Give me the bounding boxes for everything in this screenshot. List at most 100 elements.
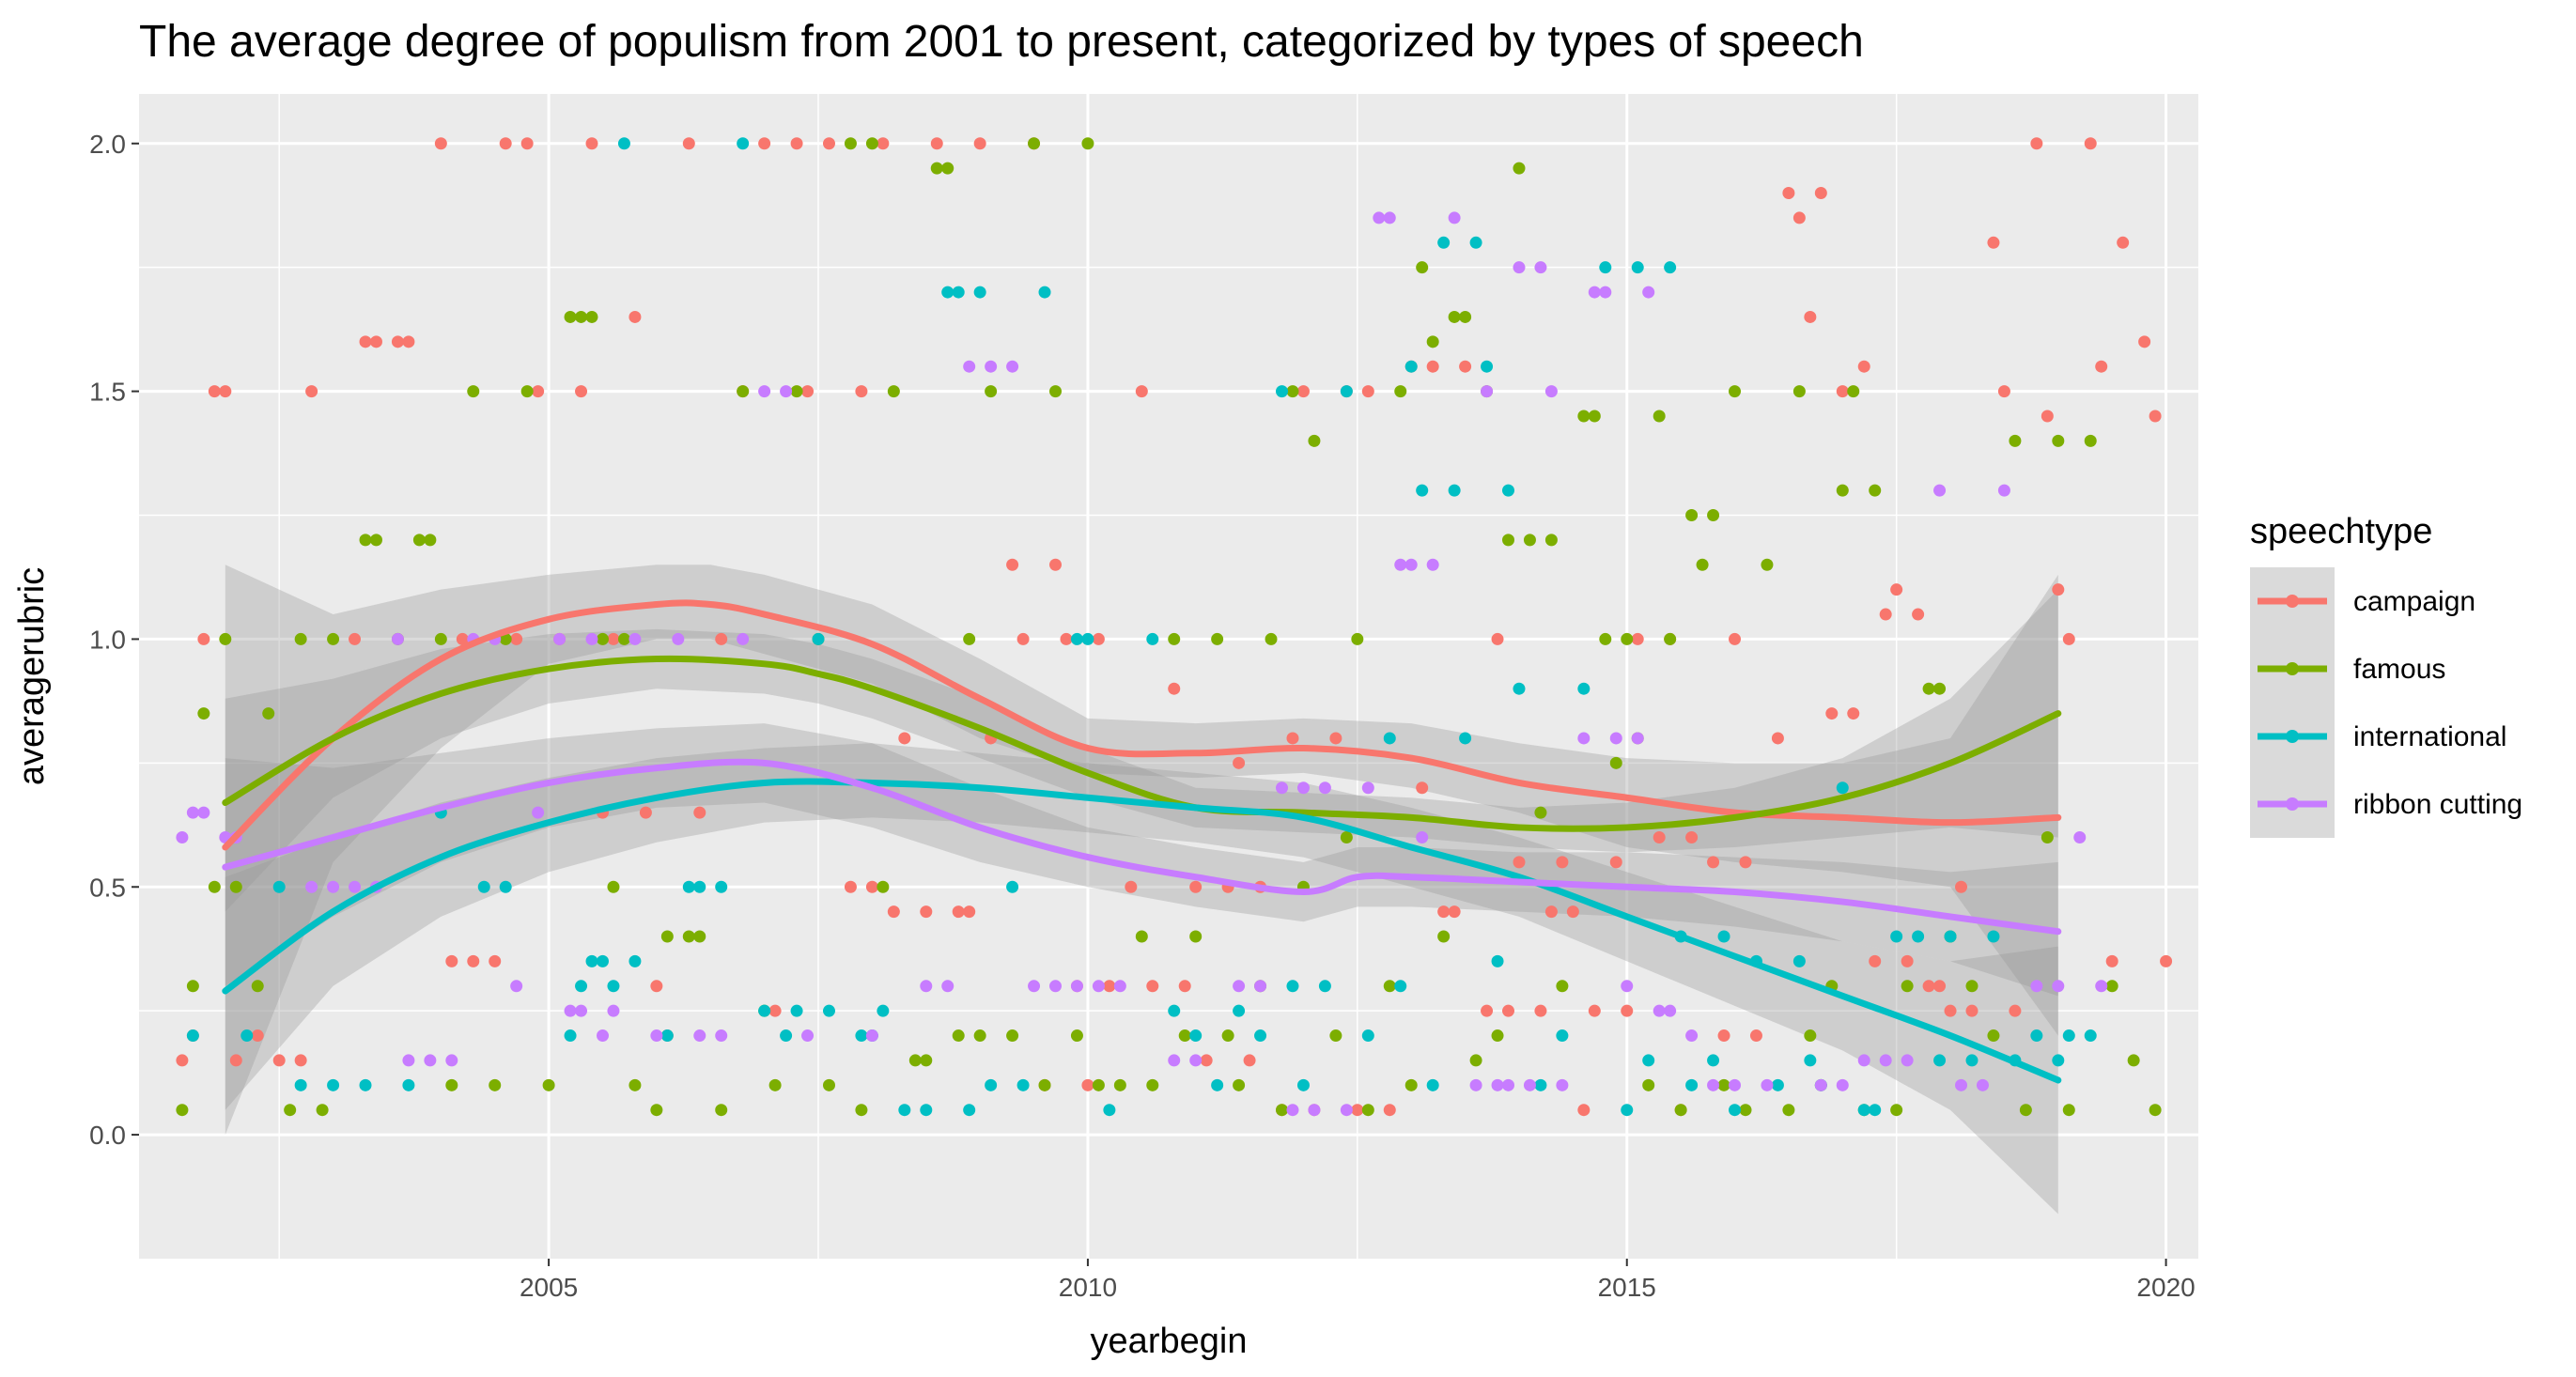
data-point-campaign xyxy=(1965,1004,1979,1017)
data-point-campaign xyxy=(930,137,943,150)
data-point-famous xyxy=(1178,1029,1191,1043)
confidence-band-campaign xyxy=(225,565,2058,1136)
data-point-ribbon-cutting xyxy=(1416,830,1429,843)
data-point-ribbon-cutting xyxy=(1534,261,1547,274)
x-tick-label: 2010 xyxy=(1059,1273,1117,1302)
data-point-ribbon-cutting xyxy=(715,1029,728,1043)
data-point-international xyxy=(780,1029,793,1043)
data-point-campaign xyxy=(607,632,620,645)
data-point-international xyxy=(973,286,986,299)
data-point-campaign xyxy=(1577,1104,1591,1117)
data-point-ribbon-cutting xyxy=(1621,980,1634,993)
y-axis-ticks: 0.0 0.5 1.0 1.5 2.0 xyxy=(89,130,139,1150)
data-point-ribbon-cutting xyxy=(1544,385,1558,398)
data-point-international xyxy=(272,880,286,893)
data-point-international xyxy=(1404,360,1418,373)
data-point-international xyxy=(1664,261,1677,274)
data-point-campaign xyxy=(1006,558,1019,571)
data-point-campaign xyxy=(920,905,933,919)
data-point-international xyxy=(585,954,598,967)
data-point-international xyxy=(1016,1078,1030,1091)
data-point-international xyxy=(822,1004,835,1017)
data-point-campaign xyxy=(510,632,523,645)
data-point-famous xyxy=(1340,830,1353,843)
data-point-campaign xyxy=(952,905,965,919)
data-point-international xyxy=(1426,1078,1439,1091)
data-point-famous xyxy=(1416,261,1429,274)
data-point-famous xyxy=(1329,1029,1342,1043)
data-point-international xyxy=(1006,880,1019,893)
data-point-campaign xyxy=(1944,1004,1957,1017)
y-axis-title: averagerubric xyxy=(12,567,52,785)
data-point-famous xyxy=(1599,632,1612,645)
data-point-international xyxy=(402,1078,415,1091)
x-tick-label: 2020 xyxy=(2136,1273,2195,1302)
data-point-campaign xyxy=(208,385,221,398)
data-point-famous xyxy=(1544,534,1558,547)
data-point-famous xyxy=(219,632,232,645)
data-point-ribbon-cutting xyxy=(865,1029,878,1043)
data-point-famous xyxy=(715,1104,728,1117)
data-point-famous xyxy=(1286,385,1299,398)
data-point-campaign xyxy=(887,905,900,919)
data-point-famous xyxy=(1070,1029,1083,1043)
data-point-ribbon-cutting xyxy=(1631,732,1644,745)
data-point-international xyxy=(898,1104,911,1117)
data-point-campaign xyxy=(1513,856,1526,869)
data-point-campaign xyxy=(1125,880,1138,893)
data-point-international xyxy=(1168,1004,1181,1017)
data-point-ribbon-cutting xyxy=(1513,261,1526,274)
data-point-ribbon-cutting xyxy=(1588,286,1601,299)
data-point-famous xyxy=(1642,1078,1655,1091)
data-point-campaign xyxy=(1351,1104,1364,1117)
data-point-ribbon-cutting xyxy=(585,632,598,645)
data-point-ribbon-cutting xyxy=(532,806,545,819)
data-point-ribbon-cutting xyxy=(1006,360,1019,373)
data-point-campaign xyxy=(1189,880,1203,893)
data-point-campaign xyxy=(2084,137,2097,150)
chart-title: The average degree of populism from 2001… xyxy=(139,17,1864,67)
data-point-famous xyxy=(1146,1078,1159,1091)
data-point-famous xyxy=(1664,632,1677,645)
data-point-campaign xyxy=(369,335,382,348)
data-point-campaign xyxy=(456,632,469,645)
data-point-international xyxy=(1254,1029,1267,1043)
data-point-campaign xyxy=(391,335,404,348)
data-point-ribbon-cutting xyxy=(553,632,566,645)
data-point-ribbon-cutting xyxy=(305,880,318,893)
data-point-ribbon-cutting xyxy=(1070,980,1083,993)
data-point-famous xyxy=(693,930,706,943)
data-point-campaign xyxy=(1556,856,1569,869)
data-point-famous xyxy=(1092,1078,1105,1091)
data-point-international xyxy=(1599,261,1612,274)
data-point-campaign xyxy=(197,632,210,645)
data-point-famous xyxy=(316,1104,329,1117)
data-point-famous xyxy=(1782,1104,1795,1117)
data-point-ribbon-cutting xyxy=(424,1054,437,1067)
data-point-famous xyxy=(575,310,588,323)
data-point-international xyxy=(596,954,609,967)
data-point-campaign xyxy=(855,385,868,398)
data-point-famous xyxy=(1674,1104,1687,1117)
data-point-famous xyxy=(1523,534,1536,547)
data-point-campaign xyxy=(1426,360,1439,373)
data-point-campaign xyxy=(272,1054,286,1067)
data-point-campaign xyxy=(1243,1054,1256,1067)
data-point-ribbon-cutting xyxy=(1955,1078,1968,1091)
data-point-international xyxy=(1469,236,1482,249)
data-point-international xyxy=(1146,632,1159,645)
data-point-international xyxy=(1081,632,1094,645)
data-point-famous xyxy=(1847,385,1860,398)
data-point-campaign xyxy=(176,1054,189,1067)
data-point-international xyxy=(737,137,750,150)
data-point-famous xyxy=(930,162,943,175)
legend-label-ribbon-cutting: ribbon cutting xyxy=(2353,789,2522,820)
data-point-famous xyxy=(650,1104,663,1117)
data-point-famous xyxy=(229,880,242,893)
data-point-ribbon-cutting xyxy=(1879,1054,1892,1067)
data-point-ribbon-cutting xyxy=(564,1004,577,1017)
data-point-famous xyxy=(877,880,890,893)
data-point-campaign xyxy=(1416,781,1429,795)
data-point-famous xyxy=(1804,1029,1817,1043)
data-point-famous xyxy=(176,1104,189,1117)
